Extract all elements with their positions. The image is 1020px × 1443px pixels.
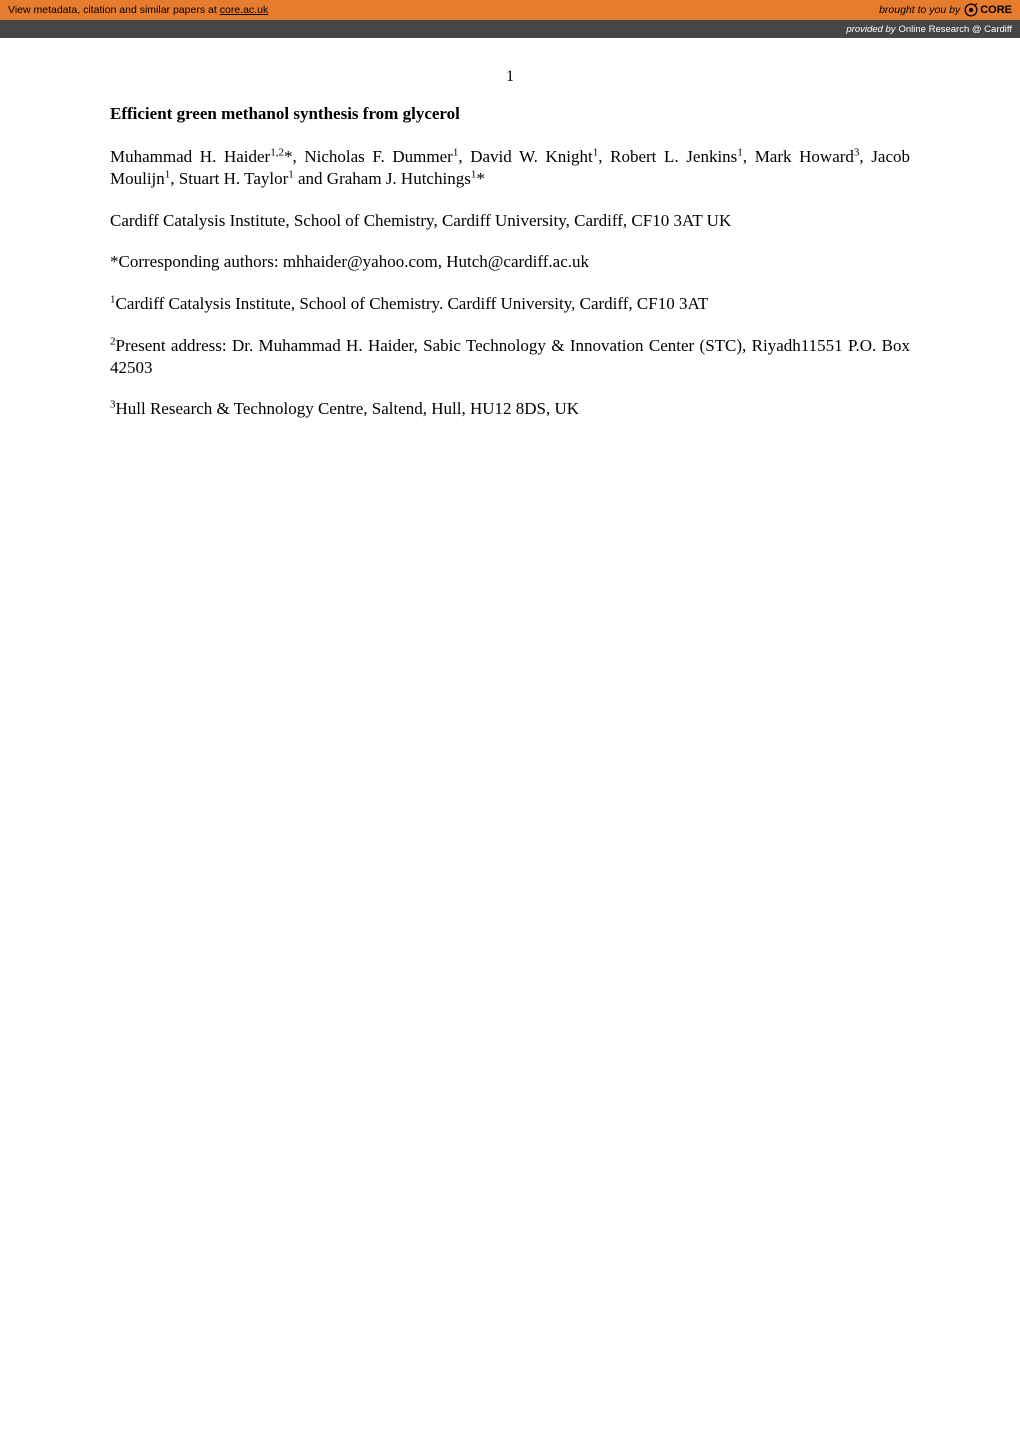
author-text: and Graham J. Hutchings xyxy=(294,169,471,188)
page-content: 1 Efficient green methanol synthesis fro… xyxy=(0,38,1020,420)
core-label: CORE xyxy=(980,4,1012,16)
banner-text: View metadata, citation and similar pape… xyxy=(8,4,217,16)
core-icon xyxy=(964,3,978,17)
provider-banner: provided by Online Research @ Cardiff xyxy=(0,20,1020,38)
footnote-text: Cardiff Catalysis Institute, School of C… xyxy=(116,294,709,313)
corresponding-authors: *Corresponding authors: mhhaider@yahoo.c… xyxy=(110,251,910,273)
author-sup: 1,2 xyxy=(270,146,284,158)
author-text: Mark Howard xyxy=(755,147,854,166)
author-text: *, Nicholas F. Dummer xyxy=(284,147,453,166)
provider-link[interactable]: Online Research @ Cardiff xyxy=(899,24,1013,35)
author-text: , David W. Knight xyxy=(458,147,592,166)
core-logo-link[interactable]: CORE xyxy=(964,3,1012,17)
core-link[interactable]: core.ac.uk xyxy=(220,4,268,16)
footnote-text: Hull Research & Technology Centre, Salte… xyxy=(116,399,580,418)
author-text: , xyxy=(743,147,747,166)
author-text: Muhammad H. Haider xyxy=(110,147,270,166)
authors-block: Muhammad H. Haider1,2*, Nicholas F. Dumm… xyxy=(110,146,910,190)
footnote-2: 2Present address: Dr. Muhammad H. Haider… xyxy=(110,335,910,379)
metadata-banner: View metadata, citation and similar pape… xyxy=(0,0,1020,20)
footnote-3: 3Hull Research & Technology Centre, Salt… xyxy=(110,398,910,420)
author-text: , Stuart H. Taylor xyxy=(170,169,288,188)
provider-prefix: provided by xyxy=(846,24,895,35)
author-text: , Robert L. Jenkins xyxy=(598,147,737,166)
footnote-text: Present address: Dr. Muhammad H. Haider,… xyxy=(110,336,910,377)
banner-attribution: brought to you by xyxy=(879,4,960,16)
footnote-1: 1Cardiff Catalysis Institute, School of … xyxy=(110,293,910,315)
banner-right: brought to you by CORE xyxy=(879,3,1012,17)
paper-title: Efficient green methanol synthesis from … xyxy=(110,104,910,124)
banner-left: View metadata, citation and similar pape… xyxy=(8,4,268,16)
affiliation: Cardiff Catalysis Institute, School of C… xyxy=(110,210,910,232)
page-number: 1 xyxy=(110,68,910,86)
author-text: * xyxy=(476,169,485,188)
